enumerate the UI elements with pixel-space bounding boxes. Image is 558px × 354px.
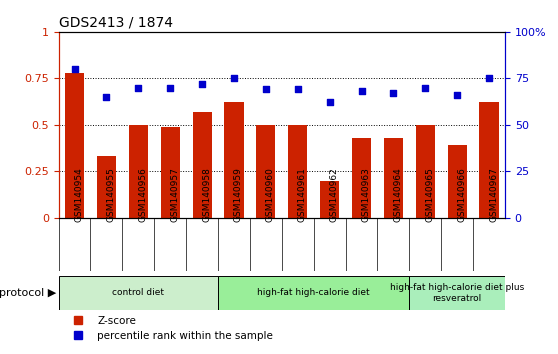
Point: [198, 81, 206, 87]
Point: [166, 85, 175, 91]
Text: GSM140964: GSM140964: [393, 167, 402, 222]
Bar: [410, 276, 505, 310]
Point: [357, 88, 366, 94]
Bar: [288, 125, 307, 218]
Text: GSM140958: GSM140958: [202, 167, 211, 222]
Point: [261, 87, 270, 92]
Bar: [59, 276, 218, 310]
Bar: [448, 145, 466, 218]
Bar: [352, 138, 371, 218]
Text: GSM140956: GSM140956: [138, 167, 147, 222]
Point: [421, 85, 430, 91]
Bar: [256, 125, 276, 218]
Text: GSM140957: GSM140957: [170, 167, 179, 222]
Text: GSM140954: GSM140954: [75, 167, 84, 222]
Bar: [384, 138, 403, 218]
Point: [134, 85, 143, 91]
Bar: [416, 125, 435, 218]
Point: [484, 75, 493, 81]
Point: [389, 90, 398, 96]
Text: GSM140960: GSM140960: [266, 167, 275, 222]
Bar: [320, 181, 339, 218]
Text: GSM140966: GSM140966: [457, 167, 466, 222]
Text: GSM140963: GSM140963: [362, 167, 371, 222]
Text: GSM140955: GSM140955: [107, 167, 116, 222]
Point: [70, 66, 79, 72]
Bar: [129, 125, 148, 218]
Bar: [479, 103, 499, 218]
Point: [453, 92, 461, 98]
Bar: [224, 103, 243, 218]
Text: GDS2413 / 1874: GDS2413 / 1874: [59, 15, 172, 29]
Bar: [218, 276, 410, 310]
Bar: [193, 112, 211, 218]
Text: GSM140967: GSM140967: [489, 167, 498, 222]
Point: [294, 87, 302, 92]
Text: protocol ▶: protocol ▶: [0, 288, 56, 298]
Text: GSM140959: GSM140959: [234, 167, 243, 222]
Legend: Z-score, percentile rank within the sample: Z-score, percentile rank within the samp…: [64, 312, 277, 345]
Bar: [65, 73, 84, 218]
Text: GSM140965: GSM140965: [425, 167, 434, 222]
Bar: [161, 127, 180, 218]
Point: [102, 94, 111, 100]
Point: [325, 100, 334, 105]
Text: GSM140961: GSM140961: [298, 167, 307, 222]
Point: [229, 75, 238, 81]
Text: control diet: control diet: [112, 289, 164, 297]
Bar: [97, 156, 116, 218]
Text: GSM140962: GSM140962: [330, 167, 339, 222]
Text: high-fat high-calorie diet plus
resveratrol: high-fat high-calorie diet plus resverat…: [390, 283, 525, 303]
Text: high-fat high-calorie diet: high-fat high-calorie diet: [257, 289, 370, 297]
